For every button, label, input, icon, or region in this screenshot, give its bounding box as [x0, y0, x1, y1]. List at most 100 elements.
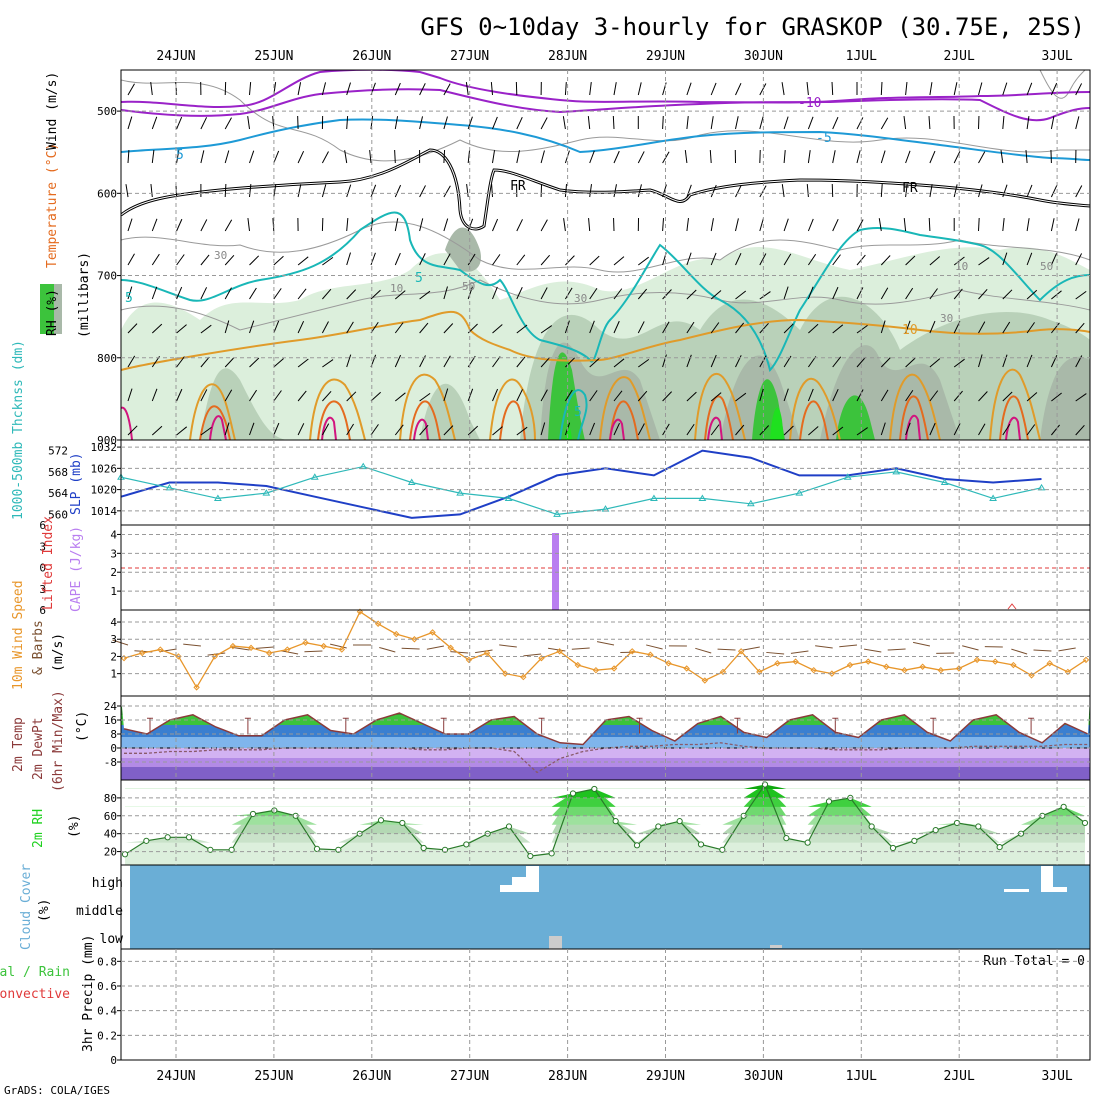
- upper-barb-9-30: [856, 389, 864, 402]
- upper-barb-2-36: [1000, 150, 1004, 164]
- rh2m-marker-22: [591, 785, 598, 793]
- upper-barb-5-24: [710, 252, 717, 266]
- rh-ticklabel-2: 60: [104, 810, 117, 823]
- upper-barb-10-23: [686, 423, 695, 436]
- upper-barb-0-39: [1075, 83, 1083, 96]
- upper-barb-5-7: [297, 256, 309, 266]
- thickness-marker-8: [504, 494, 513, 501]
- temp-plus20: [199, 395, 1029, 440]
- date-label-bottom-1: 25JUN: [254, 1069, 293, 1084]
- upper-barb-2-9: [344, 150, 348, 164]
- upper-barb-9-12: [419, 392, 431, 402]
- upper-barb-7-23: [686, 321, 695, 334]
- upper-barb-9-38: [1051, 392, 1062, 402]
- thk-ticklabel-1: 564: [48, 487, 68, 500]
- wind-marker-31: [683, 665, 690, 672]
- rh-label-10b: 10: [955, 260, 968, 273]
- upper-barb-2-32: [905, 150, 911, 164]
- upper-barb-3-22: [662, 184, 667, 198]
- upper-barb-2-33: [929, 150, 936, 164]
- upper-barb-2-21: [637, 151, 645, 164]
- rh2m-marker-9: [313, 845, 321, 852]
- wind-marker-33: [719, 668, 727, 676]
- upper-barb-9-28: [807, 388, 814, 402]
- wind-marker-53: [1082, 656, 1090, 664]
- upper-barb-9-39: [1075, 393, 1087, 402]
- upper-barb-1-28: [807, 116, 814, 130]
- upper-barb-6-10: [370, 289, 381, 300]
- wind10-panel: 1 2 3 4 10m Wind Speed & Barbs (m/s): [11, 580, 1091, 697]
- date-label-bottom-5: 29JUN: [646, 1069, 685, 1084]
- upper-barb-8-17: [540, 357, 551, 368]
- wind-marker-50: [1028, 672, 1035, 679]
- upper-barb-1-37: [1026, 116, 1030, 130]
- upper-barb-0-33: [929, 82, 933, 96]
- upper-barb-4-0: [127, 218, 133, 232]
- cape-ylabel-cape: CAPE (J/kg): [69, 526, 84, 612]
- upper-ticklabel-0: 500: [97, 105, 117, 118]
- upper-barb-6-20: [613, 288, 623, 300]
- upper-barb-1-1: [151, 116, 158, 130]
- thickness-line: [120, 465, 1042, 516]
- upper-barb-1-25: [735, 116, 739, 130]
- temp2m-ylabel-3: (6hr Min/Max): [51, 690, 66, 792]
- upper-barb-7-38: [1051, 322, 1060, 334]
- upper-barb-1-14: [467, 116, 473, 130]
- precip-ylabel-2: Convective: [0, 987, 70, 1002]
- thickness-marker-13: [746, 499, 755, 507]
- rh2m-marker-40: [975, 823, 982, 830]
- upper-barb-3-6: [273, 184, 277, 198]
- upper-barb-0-20: [613, 82, 617, 96]
- upper-barb-2-35: [978, 151, 986, 164]
- wind-marker-23: [538, 654, 545, 662]
- upper-barb-6-11: [394, 290, 406, 300]
- wind-marker-32: [701, 677, 709, 684]
- upper-barb-4-18: [563, 218, 566, 232]
- slp-ylabel-slp: SLP (mb): [69, 452, 84, 515]
- li-ticklabel-1: 3: [39, 540, 46, 553]
- wind-ticklabel-2: 3: [110, 633, 117, 646]
- temp-minus15: [121, 70, 1090, 108]
- upper-air-panel: -10 -5 5 FR FR 5 5 5 10 30 30 30 50 50 1…: [40, 69, 1091, 447]
- rh2m-marker-2: [164, 834, 171, 841]
- slp-ylabel-thickness: 1000-500mb Thcknss (dm): [11, 340, 26, 520]
- upper-barb-8-32: [905, 357, 916, 368]
- upper-barb-10-32: [905, 422, 911, 436]
- thickness-marker-15: [843, 473, 852, 480]
- top-date-axis: 24JUN 25JUN 26JUN 27JUN 28JUN 29JUN 30JUN 1JUL 2…: [156, 49, 1072, 64]
- upper-barb-3-10: [370, 184, 377, 198]
- date-label-top-4: 28JUN: [548, 49, 587, 64]
- upper-barb-7-16: [516, 324, 528, 334]
- upper-barb-10-12: [419, 424, 429, 436]
- upper-barb-0-38: [1050, 82, 1058, 96]
- upper-wind-barbs: [125, 81, 1087, 436]
- wind-marker-5: [211, 653, 218, 660]
- upper-barb-6-24: [710, 290, 722, 300]
- upper-barb-3-1: [150, 184, 153, 198]
- upper-barb-3-31: [880, 183, 883, 198]
- wind-marker-44: [919, 663, 926, 670]
- date-label-top-8: 2JUL: [944, 49, 975, 64]
- upper-barb-8-21: [638, 358, 650, 368]
- rh-legend-box: [40, 284, 54, 334]
- rh-label-30a: 30: [214, 249, 227, 262]
- wind-marker-19: [465, 656, 473, 664]
- upper-barb-2-1: [151, 150, 155, 164]
- thickness-marker-12: [698, 494, 707, 501]
- upper-barb-5-21: [637, 256, 649, 266]
- rh2m-marker-33: [825, 798, 833, 805]
- upper-barb-7-32: [905, 320, 911, 334]
- thickness-marker-2: [214, 494, 222, 501]
- rh2m-marker-36: [889, 844, 897, 852]
- wind10-barb-0: [112, 639, 129, 646]
- contour-label-fr2: FR: [902, 181, 918, 196]
- precip-ticklabel-2: 0.4: [97, 1005, 117, 1018]
- rh2m-marker-41: [996, 844, 1003, 851]
- upper-barb-8-24: [710, 354, 717, 368]
- upper-barb-5-1: [151, 253, 160, 266]
- upper-barb-3-14: [466, 184, 469, 198]
- upper-barb-4-1: [151, 218, 158, 232]
- wind-marker-12: [338, 646, 346, 653]
- upper-barb-6-18: [564, 287, 573, 300]
- wind10-ylabel-3: (m/s): [51, 633, 66, 672]
